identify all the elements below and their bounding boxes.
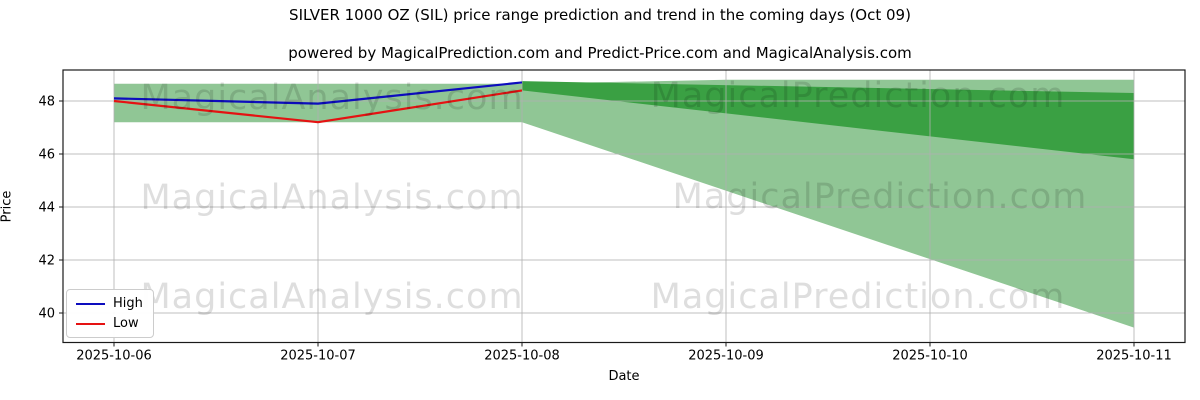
tick-label-y-46: 46 (38, 148, 55, 163)
tick-label-y-44: 44 (38, 201, 55, 216)
legend-swatch-high (76, 302, 105, 305)
tick-label-x-2025-10-07: 2025-10-07 (280, 349, 356, 364)
legend-label-low: Low (113, 316, 139, 331)
chart-subtitle: powered by MagicalPrediction.com and Pre… (288, 44, 912, 62)
legend-swatch-low (76, 322, 105, 325)
tick-label-y-48: 48 (38, 95, 55, 110)
y-axis-label: Price (0, 190, 15, 223)
tick-label-x-2025-10-08: 2025-10-08 (484, 349, 560, 364)
legend-item-low: Low (76, 316, 143, 331)
tick-label-y-40: 40 (38, 307, 55, 322)
series-line-low (113, 89, 523, 124)
tick-label-y-42: 42 (38, 254, 55, 269)
tick-label-x-2025-10-10: 2025-10-10 (892, 349, 968, 364)
range-band-light (114, 79, 1134, 328)
legend-label-high: High (113, 296, 143, 311)
chart-title: SILVER 1000 OZ (SIL) price range predict… (289, 6, 911, 24)
tick-label-x-2025-10-06: 2025-10-06 (76, 349, 152, 364)
legend: High Low (66, 289, 154, 338)
tick-label-x-2025-10-09: 2025-10-09 (688, 349, 764, 364)
plot-border (62, 69, 1186, 344)
x-axis-label: Date (608, 369, 640, 384)
legend-item-high: High (76, 296, 143, 311)
tick-label-x-2025-10-11: 2025-10-11 (1096, 349, 1172, 364)
series-line-high (113, 81, 523, 105)
